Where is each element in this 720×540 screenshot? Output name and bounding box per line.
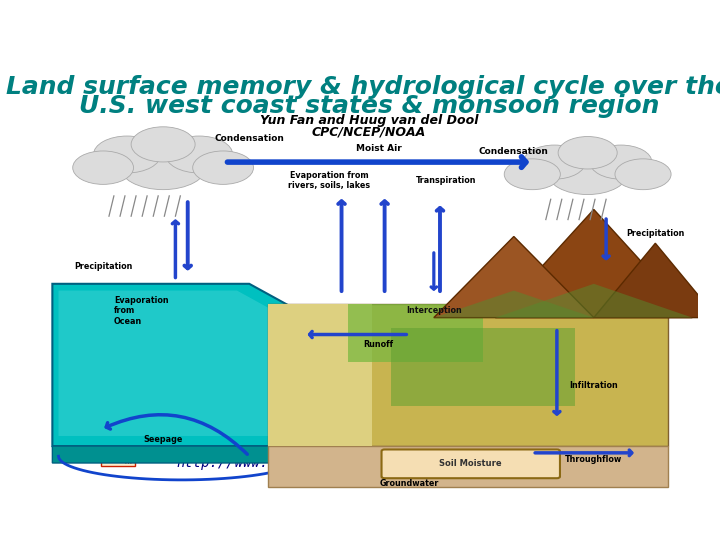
Text: http://www.cpc.ncep.noaa.gov/soilmst/index.htm: http://www.cpc.ncep.noaa.gov/soilmst/ind… bbox=[176, 456, 562, 470]
FancyBboxPatch shape bbox=[382, 449, 560, 478]
Text: CPC/NCEP/NOAA: CPC/NCEP/NOAA bbox=[312, 125, 426, 138]
Circle shape bbox=[615, 159, 671, 190]
Polygon shape bbox=[268, 304, 372, 446]
Text: Throughflow: Throughflow bbox=[565, 455, 622, 464]
Polygon shape bbox=[391, 328, 575, 406]
Text: Soil Moisture: Soil Moisture bbox=[439, 459, 502, 468]
Circle shape bbox=[166, 136, 233, 173]
Text: Evaporation
from
Ocean: Evaporation from Ocean bbox=[114, 296, 168, 326]
Polygon shape bbox=[495, 284, 692, 318]
Circle shape bbox=[590, 145, 652, 179]
Text: Evaporation from
rivers, soils, lakes: Evaporation from rivers, soils, lakes bbox=[288, 171, 370, 191]
Text: Infiltration: Infiltration bbox=[570, 381, 618, 390]
Polygon shape bbox=[268, 446, 667, 487]
Text: Moist Air: Moist Air bbox=[356, 144, 401, 153]
Text: Groundwater: Groundwater bbox=[379, 479, 439, 488]
Text: Precipitation: Precipitation bbox=[74, 262, 132, 272]
Polygon shape bbox=[495, 210, 692, 318]
Text: Runoff: Runoff bbox=[364, 340, 394, 349]
Circle shape bbox=[119, 141, 207, 190]
Text: Seepage: Seepage bbox=[143, 435, 183, 444]
Circle shape bbox=[558, 137, 617, 169]
Circle shape bbox=[94, 136, 161, 173]
Circle shape bbox=[131, 127, 195, 162]
Polygon shape bbox=[268, 304, 667, 446]
Circle shape bbox=[73, 151, 133, 184]
Circle shape bbox=[504, 159, 560, 190]
Circle shape bbox=[547, 150, 629, 194]
Text: GAPP: GAPP bbox=[605, 451, 624, 456]
Text: Condensation: Condensation bbox=[215, 134, 284, 143]
Polygon shape bbox=[53, 284, 311, 446]
Circle shape bbox=[587, 438, 642, 480]
Circle shape bbox=[193, 151, 253, 184]
Text: Precipitation: Precipitation bbox=[626, 228, 685, 238]
Text: Land surface memory & hydrological cycle over the: Land surface memory & hydrological cycle… bbox=[6, 75, 720, 99]
Polygon shape bbox=[58, 291, 299, 436]
Polygon shape bbox=[434, 291, 594, 318]
Polygon shape bbox=[434, 237, 594, 318]
Polygon shape bbox=[348, 304, 483, 362]
Circle shape bbox=[523, 145, 585, 179]
Text: Condensation: Condensation bbox=[479, 147, 549, 157]
Text: Transpiration: Transpiration bbox=[416, 176, 477, 185]
Polygon shape bbox=[53, 446, 311, 463]
Text: U.S. west coast states & monsoon region: U.S. west coast states & monsoon region bbox=[78, 94, 660, 118]
Text: Yun Fan and Huug van del Dool: Yun Fan and Huug van del Dool bbox=[260, 114, 478, 127]
Text: Interception: Interception bbox=[406, 306, 462, 315]
Text: GEWEX
WCRP///: GEWEX WCRP/// bbox=[102, 451, 133, 464]
Polygon shape bbox=[594, 243, 717, 318]
